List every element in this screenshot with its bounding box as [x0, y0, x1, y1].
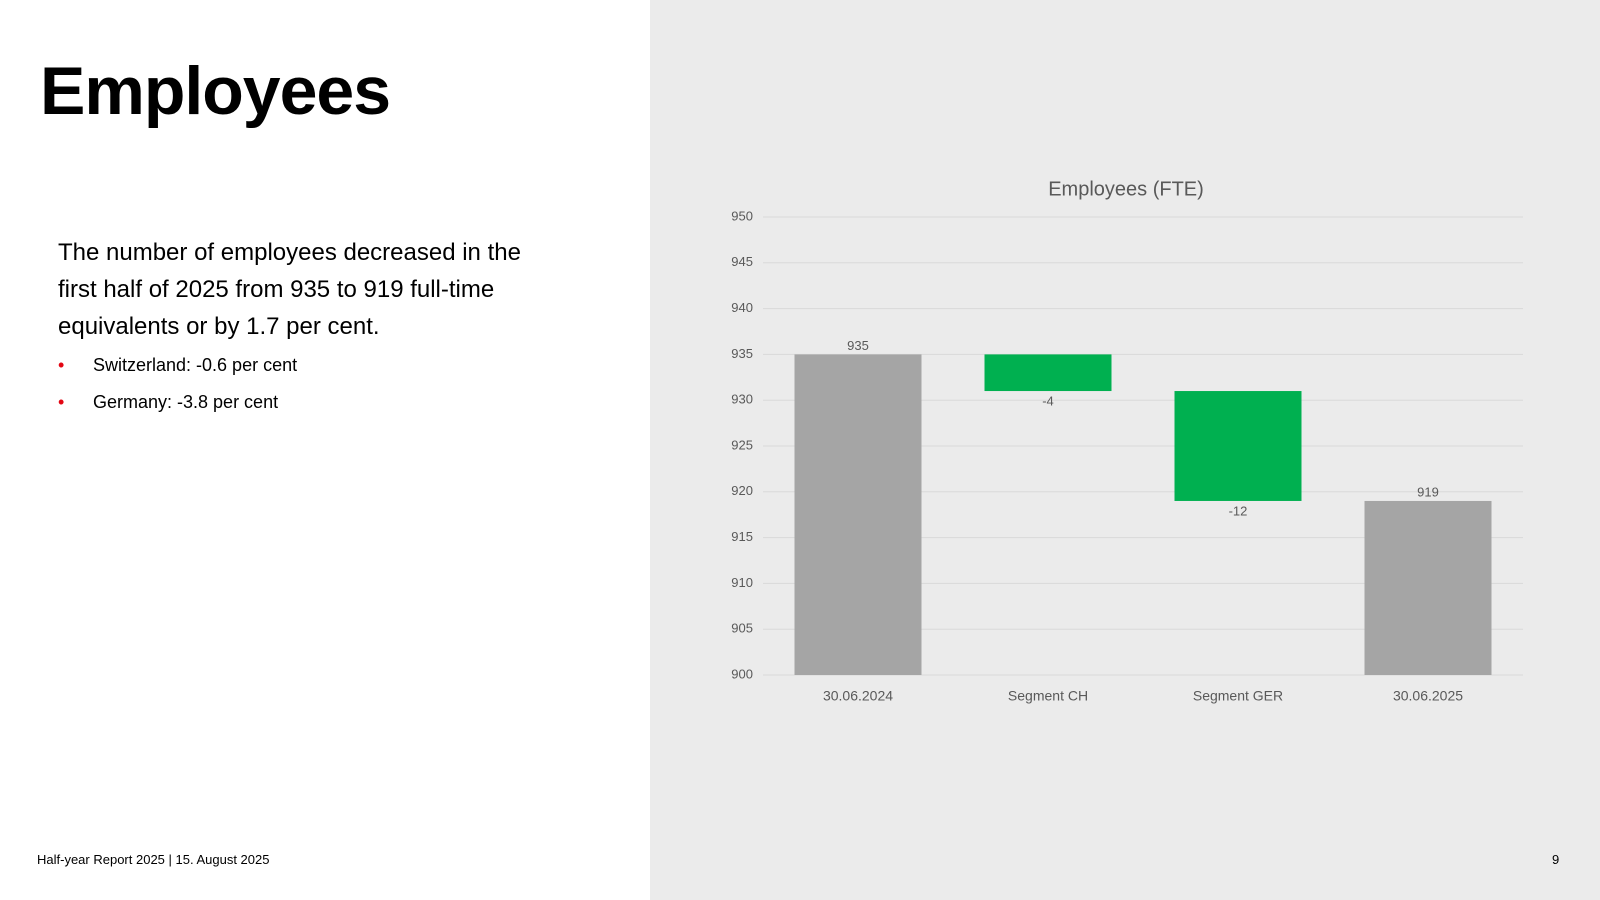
y-tick-label: 930 — [731, 392, 753, 407]
page-number: 9 — [1552, 852, 1560, 867]
paragraph: The number of employees decreased in the… — [58, 239, 521, 340]
y-tick-label: 950 — [731, 208, 753, 223]
bar — [1174, 391, 1302, 501]
x-tick-label: 30.06.2025 — [1393, 688, 1463, 704]
y-tick-label: 900 — [731, 666, 753, 681]
bar — [984, 354, 1112, 392]
bullet: Germany: -3.8 per cent — [58, 389, 297, 426]
y-tick-label: 935 — [731, 346, 753, 361]
y-tick-label: 920 — [731, 483, 753, 498]
data-label: -4 — [1042, 393, 1054, 408]
y-tick-label: 940 — [731, 300, 753, 315]
x-tick-label: Segment GER — [1193, 688, 1283, 704]
bar — [1364, 500, 1492, 675]
slide-title: Employees — [40, 53, 391, 129]
x-tick-label: Segment CH — [1008, 688, 1088, 704]
bullet: Switzerland: -0.6 per cent — [58, 352, 297, 389]
bar — [794, 354, 922, 675]
data-label: 935 — [847, 338, 869, 353]
data-label: -12 — [1229, 503, 1248, 518]
text-panel: Employees The number of employees decrea… — [0, 0, 650, 900]
data-label: 919 — [1417, 484, 1439, 499]
y-tick-label: 915 — [731, 529, 753, 544]
y-tick-label: 910 — [731, 575, 753, 590]
footer: Half-year Report 2025 | 15. August 2025 — [37, 852, 270, 867]
y-tick-label: 925 — [731, 437, 753, 452]
x-tick-label: 30.06.2024 — [823, 688, 893, 704]
y-tick-label: 945 — [731, 254, 753, 269]
bullet-list: Switzerland: -0.6 per cent Germany: -3.8… — [58, 352, 297, 426]
y-tick-label: 905 — [731, 621, 753, 636]
chart-title: Employees (FTE) — [1048, 178, 1204, 200]
